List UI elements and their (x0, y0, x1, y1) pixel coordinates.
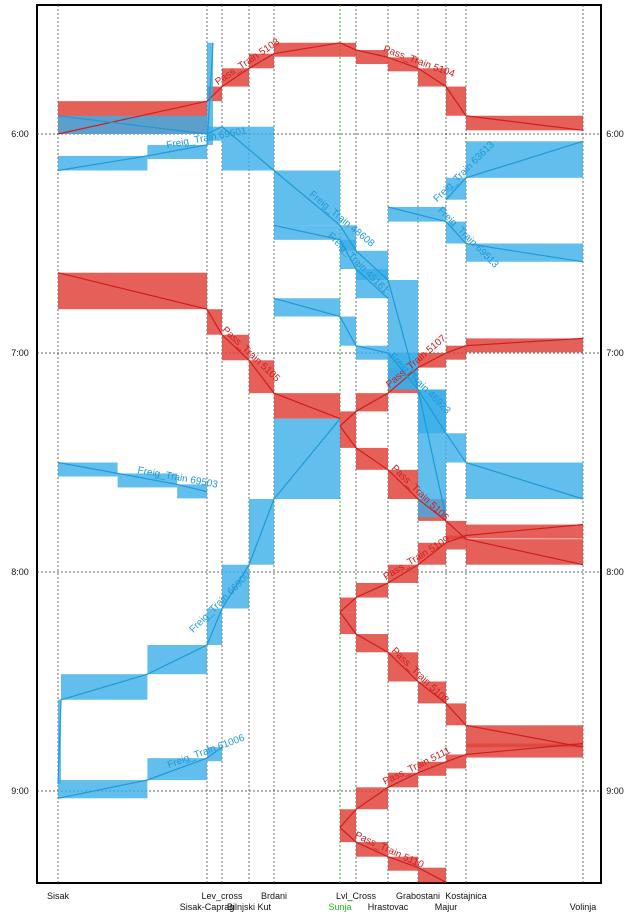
train-line-pass-train-5109 (339, 523, 584, 613)
train-line-pass-train-5106 (339, 425, 584, 566)
occupation-block-freig-train-48608 (207, 126, 222, 141)
occupation-block-pass-train-5103 (274, 42, 340, 57)
train-line-freig-train-66900 (57, 418, 341, 784)
occupation-block-pass-train-5104 (340, 42, 356, 57)
train-line-pass-train-5104 (339, 42, 584, 131)
time-tick-label-right: 8:00 (606, 567, 624, 577)
train-line-freig-train-69513 (387, 206, 584, 263)
occupation-block-freig-train-46923 (356, 345, 388, 360)
train-line-freig-train-69503 (57, 461, 208, 493)
station-label-volinja: Volinja (570, 902, 597, 912)
occupation-block-pass-train-5110 (388, 856, 418, 871)
train-line-pass-train-5111 (339, 742, 584, 828)
occupation-block-freig-train-69501 (147, 144, 207, 159)
station-label-lev-cross: Lev_cross (201, 891, 243, 901)
train-line-pass-train-5105 (57, 272, 341, 420)
occupation-block-freig-train-69503 (58, 462, 118, 477)
train-line-pass-train-5110 (339, 827, 447, 883)
train-line-freig-train-46923 (273, 297, 584, 500)
time-tick-label-right: 9:00 (606, 786, 624, 796)
occupation-block-pass-train-5104 (356, 50, 388, 65)
occupation-block-freig-train-69503 (177, 484, 207, 499)
occupation-block-pass-train-5111 (418, 761, 446, 776)
occupation-block-pass-train-5111 (466, 743, 583, 758)
occupation-block-pass-train-5111 (446, 754, 466, 769)
station-label-bilnjski-kut: Bilnjski Kut (227, 902, 272, 912)
train-line-freig-train-63613 (445, 140, 584, 201)
train-line-freig-train-61006 (57, 746, 223, 799)
occupation-block-pass-train-5107 (466, 338, 583, 353)
time-tick-label-right: 7:00 (606, 348, 624, 358)
station-label-majur: Majur (435, 902, 458, 912)
station-label-hrastovac: Hrastovac (368, 902, 409, 912)
station-label-lvl-cross: Lvl_Cross (336, 891, 377, 901)
station-label-grabostani: Grabostani (396, 891, 440, 901)
station-label-kostajnica: Kostajnica (445, 891, 487, 901)
time-tick-label-right: 6:00 (606, 129, 624, 139)
station-label-sisak: Sisak (47, 891, 70, 901)
train-line-freig-train-48608 (57, 115, 447, 518)
occupation-block-pass-train-5109 (446, 535, 466, 550)
occupation-block-freig-train-69503 (117, 473, 178, 488)
occupation-block-pass-train-5109 (466, 524, 583, 539)
time-tick-label-left: 8:00 (11, 567, 29, 577)
train-line-pass-train-5107 (339, 337, 584, 427)
train-line-pass-train-5103 (57, 42, 341, 135)
occupation-block-pass-train-5107 (446, 345, 466, 360)
occupation-block-pass-train-5104 (388, 57, 418, 72)
station-label-sisak-caprag: Sisak-Caprag (180, 902, 235, 912)
train-line-freig-train-69501 (57, 42, 214, 172)
train-line-freig-train-45161 (273, 224, 389, 299)
station-label-brdani: Brdani (261, 891, 287, 901)
time-tick-label-left: 7:00 (11, 348, 29, 358)
time-tick-label-left: 6:00 (11, 129, 29, 139)
time-tick-label-left: 9:00 (11, 786, 29, 796)
station-label-sunja: Sunja (328, 902, 351, 912)
train-line-pass-train-5108 (339, 611, 584, 748)
occupation-block-freig-train-61006 (207, 747, 222, 762)
train-lines (57, 42, 584, 883)
